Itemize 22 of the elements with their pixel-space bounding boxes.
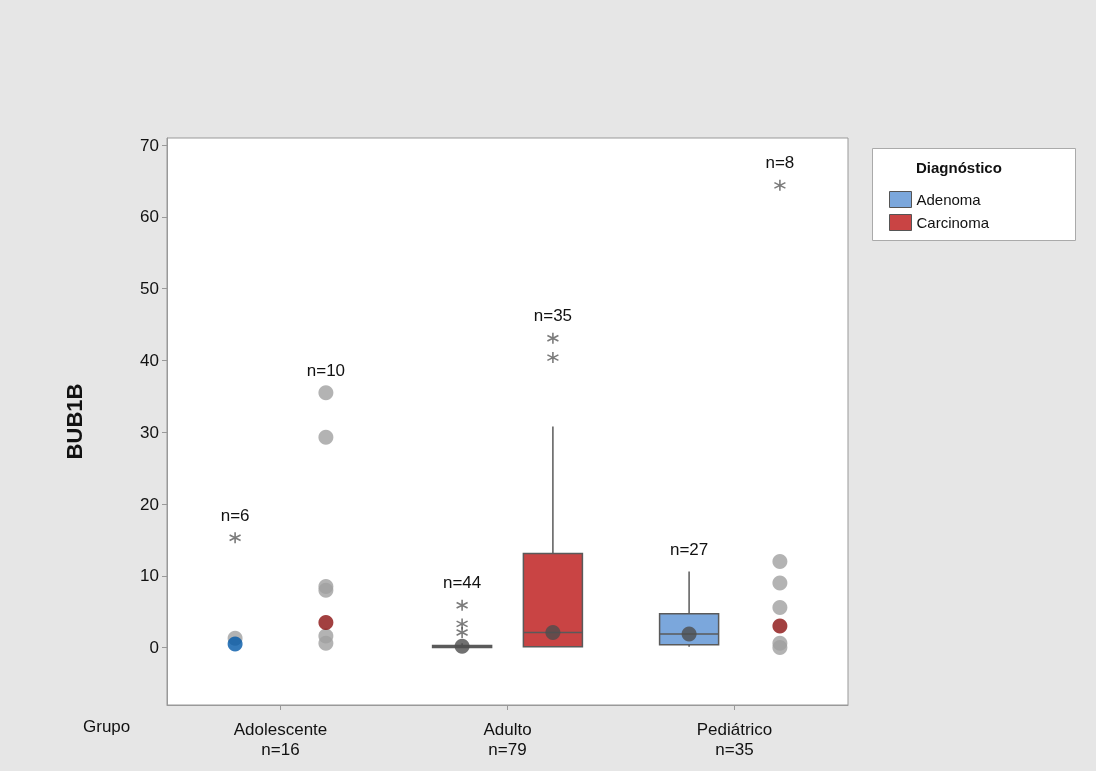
y-tick-label: 70 xyxy=(140,135,159,155)
annotation: n=44 xyxy=(442,573,482,593)
y-tick-label: 30 xyxy=(140,422,159,442)
y-tick-label: 40 xyxy=(140,350,159,370)
annotation: n=10 xyxy=(306,360,346,380)
legend-label: Carcinoma xyxy=(916,214,990,231)
legend-title: Diagnóstico xyxy=(916,159,1002,176)
annotation: n=8 xyxy=(765,153,795,173)
x-tick-label: Adolescente n=16 xyxy=(233,719,328,759)
annotation: n=6 xyxy=(220,505,250,525)
x-axis-title: Grupo xyxy=(83,717,131,736)
annotation: n=27 xyxy=(669,539,709,559)
legend-label: Adenoma xyxy=(916,191,982,208)
y-tick-label: 0 xyxy=(149,638,159,658)
x-tick-label: Pediátrico n=35 xyxy=(696,719,773,759)
x-tick-label: Adulto n=79 xyxy=(483,719,532,759)
y-tick-label: 60 xyxy=(140,207,159,227)
y-tick-label: 50 xyxy=(140,279,159,299)
y-tick-label: 20 xyxy=(140,494,159,514)
annotation: n=35 xyxy=(533,306,573,326)
y-tick-label: 10 xyxy=(140,566,159,586)
y-axis-title: BUB1B xyxy=(61,383,87,460)
